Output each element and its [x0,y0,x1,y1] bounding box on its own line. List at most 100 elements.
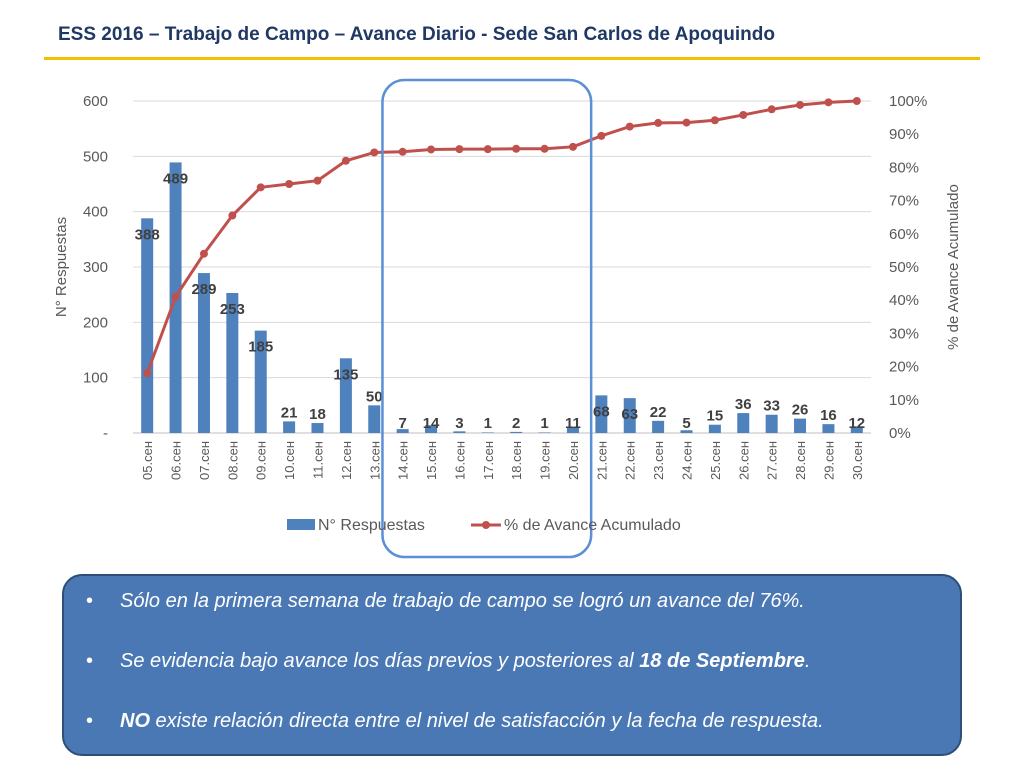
x-tick-label: 11.сен [311,441,326,479]
y-left-tick-label: 300 [83,259,108,276]
bar [566,426,579,433]
bar [595,395,608,433]
note-text: Se evidencia bajo avance los días previo… [120,650,811,672]
line-point [512,144,521,153]
line-point [597,131,606,140]
bar-data-label: 253 [220,301,245,318]
bar-data-label: 11 [565,415,581,432]
line-point [796,100,805,109]
legend-bar-swatch [287,519,315,530]
y-left-axis-title: N° Respuestas [53,217,70,317]
bar [453,431,466,433]
line-point [654,118,663,127]
y-right-tick-label: 70% [889,193,919,210]
x-tick-label: 21.сен [594,441,609,480]
legend-line-label: % de Avance Acumulado [504,517,681,534]
line-point [455,145,464,154]
x-tick-label: 12.сен [339,441,354,480]
x-tick-label: 24.сен [680,441,695,480]
highlight-box [381,78,593,559]
bar [481,432,494,433]
bar [765,414,778,433]
x-tick-label: 27.сен [765,441,780,480]
bar-data-label: 18 [309,406,326,423]
bar [737,413,750,433]
bar-data-label: 388 [135,226,160,243]
x-tick-label: 17.сен [481,441,496,480]
bar-data-label: 289 [191,281,216,298]
line-point [370,148,379,157]
note-text: NO existe relación directa entre el nive… [120,710,824,732]
page-title: ESS 2016 – Trabajo de Campo – Avance Dia… [58,24,775,45]
y-right-axis-title: % de Avance Acumulado [945,184,962,350]
combo-chart: - 100 200 300 400 500 600 0% 10% 20% 30% 40% 50% 60% 7… [53,78,962,559]
bar [708,424,721,433]
note-item: • Sólo en la primera semana de trabajo d… [82,590,944,650]
y-right-tick-label: 0% [889,425,911,442]
line-point [682,118,691,127]
bar-data-label: 63 [621,406,638,423]
bar [680,430,693,433]
bar [368,405,381,433]
x-tick-label: 05.сен [140,441,155,480]
bar [396,429,409,433]
line-point [427,145,436,154]
title-rule [44,57,980,60]
line-point [199,249,208,258]
note-item: • Se evidencia bajo avance los días prev… [82,650,944,710]
note-text: Sólo en la primera semana de trabajo de … [120,590,805,612]
bar [339,358,352,433]
x-tick-label: 23.сен [651,441,666,480]
x-tick-label: 06.сен [169,441,184,480]
line-point [710,116,719,125]
bar [283,421,296,433]
x-tick-label: 09.сен [254,441,269,480]
x-tick-label: 08.сен [225,441,240,480]
bar [794,418,807,433]
series-line [145,99,857,374]
bar [311,423,324,433]
bar-data-label: 50 [366,388,383,405]
line-point [171,292,180,301]
y-right-tick-label: 60% [889,226,919,243]
y-left-tick-label: - [103,425,108,442]
line-point [398,147,407,156]
line-point [540,144,549,153]
y-right-tick-label: 90% [889,126,919,143]
x-tick-label: 14.сен [396,441,411,480]
y-right-tick-label: 100% [889,93,927,110]
bar-data-label: 33 [763,398,780,415]
notes-box: • Sólo en la primera semana de trabajo d… [62,574,962,756]
x-tick-label: 18.сен [509,441,524,480]
bar [850,426,863,433]
y-right-tick-label: 30% [889,325,919,342]
y-right-tick-label: 40% [889,292,919,309]
line-point [483,145,492,154]
bar-data-label: 3 [455,415,463,432]
x-tick-label: 20.сен [566,441,581,480]
line-point [313,176,322,185]
x-tick-label: 15.сен [424,441,439,480]
x-tick-label: 10.сен [282,441,297,480]
bar-data-label: 135 [333,366,358,383]
bar-data-label: 16 [820,407,837,424]
line-point [568,142,577,151]
bar-data-label: 185 [248,339,273,356]
bar [623,398,636,433]
bar-data-label: 7 [398,415,406,432]
bar-data-label: 489 [163,170,188,187]
bar-data-label: 26 [792,402,809,419]
x-tick-label: 22.сен [623,441,638,480]
bar-data-label: 1 [484,415,492,432]
note-item: • NO existe relación directa entre el ni… [82,710,944,770]
y-right-tick-label: 80% [889,159,919,176]
bar [538,432,551,433]
y-left-tick-label: 400 [83,204,108,221]
x-tick-label: 26.сен [736,441,751,480]
x-tick-label: 13.сен [367,441,382,480]
x-tick-label: 19.сен [538,441,553,480]
x-tick-label: 28.сен [793,441,808,480]
bar [510,431,523,433]
bar-data-label: 22 [650,404,667,421]
bar-data-label: 36 [735,396,752,413]
